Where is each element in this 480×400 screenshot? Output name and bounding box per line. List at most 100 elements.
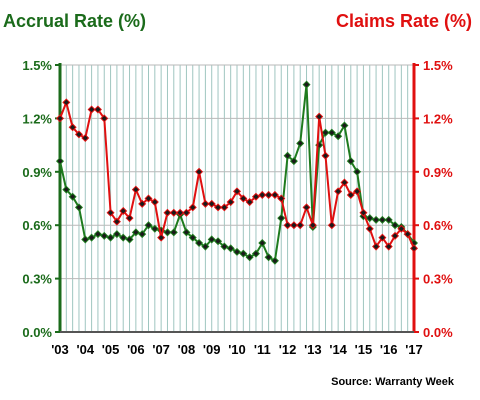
claims-rate-point — [302, 203, 311, 212]
claims-rate-point — [201, 199, 210, 208]
accrual-rate-point — [239, 249, 248, 258]
x-axis-tick-label: '12 — [279, 342, 297, 357]
left-axis-tick-label: 0.6% — [22, 218, 52, 233]
claims-rate-point — [188, 203, 197, 212]
claims-rate-point — [308, 221, 317, 230]
claims-rate-point — [283, 221, 292, 230]
claims-rate-point — [232, 187, 242, 196]
x-axis-tick-label: '13 — [304, 342, 322, 357]
accrual-rate-point — [378, 215, 387, 224]
claims-rate-point — [258, 190, 267, 199]
accrual-rate-point — [182, 228, 191, 237]
claims-rate-point — [321, 151, 330, 160]
claims-rate-point — [150, 198, 159, 207]
claims-rate-point — [346, 190, 355, 199]
claims-rate-point — [378, 233, 387, 242]
accrual-rate-point — [68, 192, 77, 201]
claims-rate-point — [106, 208, 115, 217]
accrual-rate-point — [365, 214, 374, 223]
claims-rate-point — [245, 198, 254, 207]
x-axis-tick-label: '10 — [228, 342, 246, 357]
claims-rate-point — [119, 206, 128, 215]
accrual-rate-point — [125, 235, 134, 244]
accrual-rate-point — [321, 128, 330, 137]
accrual-rate-axis-title: Accrual Rate (%) — [3, 11, 147, 31]
claims-rate-point — [163, 208, 172, 217]
x-axis-tick-label: '07 — [152, 342, 170, 357]
left-axis-tick-label: 1.2% — [22, 111, 52, 126]
claims-rate-point — [131, 185, 140, 194]
accrual-rate-point — [87, 233, 96, 242]
x-axis-tick-label: '04 — [77, 342, 95, 357]
accrual-rate-point — [150, 224, 159, 233]
accrual-rate-point — [131, 228, 140, 237]
claims-rate-point — [353, 187, 362, 196]
claims-rate-point — [81, 133, 90, 142]
claims-rate-point — [214, 203, 223, 212]
accrual-rate-point — [81, 235, 90, 244]
claims-rate-point — [264, 190, 273, 199]
accrual-rate-point — [283, 151, 292, 160]
claims-rate-point — [365, 224, 374, 233]
accrual-rate-point — [270, 256, 279, 265]
left-axis-tick-label: 0.3% — [22, 272, 52, 287]
claims-rate-point — [270, 190, 279, 199]
claims-rate-point — [315, 112, 324, 121]
accrual-rate-point — [245, 253, 254, 262]
right-axis-tick-label: 1.2% — [423, 111, 453, 126]
x-axis-tick-label: '05 — [102, 342, 120, 357]
x-axis-tick-label: '16 — [380, 342, 398, 357]
claims-rate-point — [100, 114, 109, 123]
right-axis-tick-label: 0.3% — [423, 272, 453, 287]
accrual-rate-point — [100, 231, 109, 240]
x-axis-tick-label: '08 — [178, 342, 196, 357]
x-axis-tick-label: '03 — [51, 342, 69, 357]
right-axis-tick-label: 1.5% — [423, 58, 453, 73]
accrual-rate-point — [55, 157, 65, 166]
claims-rate-axis-title: Claims Rate (%) — [335, 11, 472, 31]
accrual-rate-point — [201, 242, 210, 251]
claims-rate-point — [340, 178, 349, 187]
accrual-rate-point — [296, 139, 305, 148]
accrual-rate-point — [195, 238, 204, 248]
claims-rate-point — [397, 224, 406, 233]
accrual-rate-point — [144, 221, 153, 230]
accrual-rate-point — [169, 228, 178, 237]
claims-rate-point — [125, 214, 134, 223]
x-axis-tick-label: '15 — [355, 342, 373, 357]
claims-rate-point — [176, 208, 185, 217]
claims-rate-point — [144, 194, 153, 203]
claims-rate-point — [327, 221, 336, 230]
accrual-rate-point — [226, 244, 235, 253]
claims-rate-point — [403, 230, 412, 239]
accrual-rate-point — [138, 230, 147, 239]
left-axis-tick-label: 1.5% — [22, 58, 52, 73]
claims-rate-point — [239, 194, 248, 203]
accrual-rate-point — [277, 214, 286, 223]
accrual-rate-point — [112, 230, 121, 239]
accrual-rate-point — [327, 128, 336, 137]
claims-rate-point — [251, 192, 260, 201]
claims-rate-point — [391, 231, 400, 240]
x-axis-tick-label: '09 — [203, 342, 221, 357]
accrual-rate-point — [232, 247, 242, 256]
accrual-rate-point — [207, 235, 216, 244]
claims-rate-point — [74, 130, 83, 139]
claims-rate-point — [359, 208, 368, 217]
accrual-rate-point — [74, 203, 83, 212]
accrual-rate-point — [302, 80, 311, 89]
claims-rate-point — [296, 221, 305, 230]
claims-rate-point — [334, 187, 343, 196]
right-axis-tick-label: 0.9% — [423, 165, 453, 180]
claims-rate-point — [62, 98, 71, 107]
claims-rate-point — [112, 217, 121, 226]
accrual-rate-point — [119, 233, 128, 242]
accrual-rate-point — [372, 215, 381, 224]
accrual-rate-point — [264, 253, 273, 262]
accrual-rate-point — [163, 228, 172, 237]
source-note: Source: Warranty Week — [331, 376, 454, 388]
claims-rate-point — [277, 194, 286, 203]
right-axis-tick-label: 0.0% — [423, 325, 453, 340]
x-axis-tick-label: '14 — [329, 342, 347, 357]
